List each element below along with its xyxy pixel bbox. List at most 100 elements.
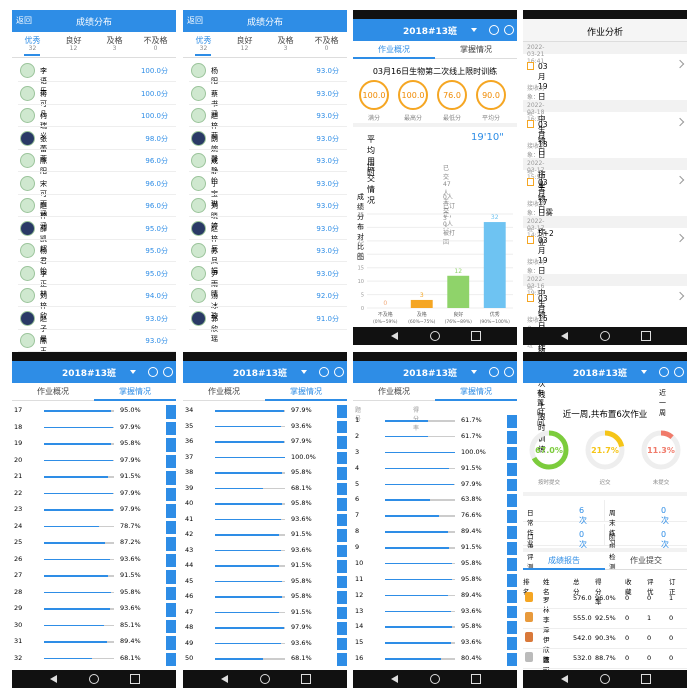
nav-home[interactable]	[430, 674, 440, 684]
detail-button[interactable]	[166, 636, 176, 650]
detail-button[interactable]	[337, 606, 347, 620]
detail-button[interactable]	[507, 573, 517, 587]
detail-button[interactable]	[337, 467, 347, 480]
detail-button[interactable]	[337, 498, 347, 511]
detail-button[interactable]	[337, 560, 347, 573]
detail-button[interactable]	[337, 451, 347, 465]
nav-home[interactable]	[600, 674, 610, 684]
nav-recent[interactable]	[641, 331, 651, 341]
nav-recent[interactable]	[641, 674, 651, 684]
nav-back[interactable]	[391, 675, 398, 683]
detail-button[interactable]	[166, 471, 176, 485]
download-icon[interactable]	[489, 25, 499, 35]
detail-button[interactable]	[507, 494, 517, 508]
nav-recent[interactable]	[471, 331, 481, 341]
detail-button[interactable]	[507, 415, 517, 428]
detail-button[interactable]	[507, 589, 517, 603]
detail-button[interactable]	[507, 446, 517, 460]
nav-home[interactable]	[89, 674, 99, 684]
detail-button[interactable]	[507, 621, 517, 635]
period-value[interactable]: 近一周	[659, 389, 666, 417]
detail-button[interactable]	[166, 405, 176, 419]
detail-button[interactable]	[337, 529, 347, 542]
download-icon[interactable]	[148, 367, 158, 377]
dropdown-arrow[interactable]	[641, 370, 647, 374]
nav-back[interactable]	[221, 675, 228, 683]
detail-button[interactable]	[337, 513, 347, 527]
dropdown-arrow[interactable]	[471, 28, 477, 32]
detail-button[interactable]	[337, 637, 347, 651]
detail-button[interactable]	[166, 652, 176, 666]
detail-button[interactable]	[507, 430, 517, 444]
tab[interactable]: 掌握情况	[265, 385, 347, 401]
nav-recent[interactable]	[130, 674, 140, 684]
detail-button[interactable]	[507, 462, 517, 476]
detail-button[interactable]	[507, 637, 517, 651]
detail-button[interactable]	[166, 520, 176, 534]
detail-button[interactable]	[166, 603, 176, 617]
download-icon[interactable]	[489, 367, 499, 377]
detail-button[interactable]	[337, 544, 347, 558]
tab[interactable]: 掌握情况	[435, 385, 517, 401]
detail-button[interactable]	[337, 622, 347, 635]
tab[interactable]: 良好	[236, 36, 253, 45]
tab[interactable]: 及格	[106, 36, 123, 45]
back-button[interactable]: 返回	[187, 16, 203, 25]
tab[interactable]: 及格	[277, 36, 294, 45]
detail-button[interactable]	[166, 487, 176, 501]
tab[interactable]: 掌握情况	[94, 385, 176, 401]
download-icon[interactable]	[659, 367, 669, 377]
nav-home[interactable]	[600, 331, 610, 341]
dropdown-arrow[interactable]	[130, 370, 136, 374]
detail-button[interactable]	[166, 619, 176, 633]
tab[interactable]: 作业概况	[183, 385, 265, 401]
detail-button[interactable]	[166, 504, 176, 518]
nav-recent[interactable]	[301, 674, 311, 684]
detail-button[interactable]	[507, 542, 517, 555]
tab[interactable]: 作业概况	[12, 385, 94, 401]
tab[interactable]: 作业概况	[353, 43, 435, 59]
nav-back[interactable]	[50, 675, 57, 683]
tab[interactable]: 成绩报告	[523, 554, 605, 570]
dropdown-arrow[interactable]	[301, 370, 307, 374]
tab[interactable]: 不及格	[314, 36, 339, 45]
detail-button[interactable]	[166, 537, 176, 551]
tab[interactable]: 作业概况	[353, 385, 435, 401]
tab[interactable]: 优秀	[24, 36, 41, 45]
nav-recent[interactable]	[471, 674, 481, 684]
nav-back[interactable]	[561, 675, 568, 683]
add-icon[interactable]	[163, 367, 173, 377]
detail-button[interactable]	[337, 482, 347, 496]
detail-button[interactable]	[507, 526, 517, 539]
nav-back[interactable]	[391, 332, 398, 340]
detail-button[interactable]	[507, 557, 517, 571]
detail-button[interactable]	[166, 570, 176, 584]
detail-button[interactable]	[507, 653, 517, 666]
tab[interactable]: 掌握情况	[435, 43, 517, 59]
detail-button[interactable]	[337, 575, 347, 589]
add-icon[interactable]	[504, 367, 514, 377]
detail-button[interactable]	[507, 510, 517, 524]
detail-button[interactable]	[337, 405, 347, 418]
tab[interactable]: 不及格	[143, 36, 168, 45]
nav-home[interactable]	[260, 674, 270, 684]
detail-button[interactable]	[166, 553, 176, 567]
back-button[interactable]: 返回	[16, 16, 32, 25]
detail-button[interactable]	[166, 438, 176, 452]
detail-button[interactable]	[507, 478, 517, 492]
detail-button[interactable]	[507, 605, 517, 619]
detail-button[interactable]	[166, 421, 176, 435]
tab[interactable]: 良好	[65, 36, 82, 45]
detail-button[interactable]	[337, 436, 347, 449]
download-icon[interactable]	[319, 367, 329, 377]
add-icon[interactable]	[504, 25, 514, 35]
detail-button[interactable]	[337, 653, 347, 666]
tab[interactable]: 优秀	[195, 36, 212, 45]
detail-button[interactable]	[166, 454, 176, 468]
nav-home[interactable]	[430, 331, 440, 341]
add-icon[interactable]	[674, 367, 684, 377]
detail-button[interactable]	[166, 586, 176, 600]
tab[interactable]: 作业提交	[605, 554, 687, 570]
detail-button[interactable]	[337, 420, 347, 434]
detail-button[interactable]	[337, 591, 347, 604]
